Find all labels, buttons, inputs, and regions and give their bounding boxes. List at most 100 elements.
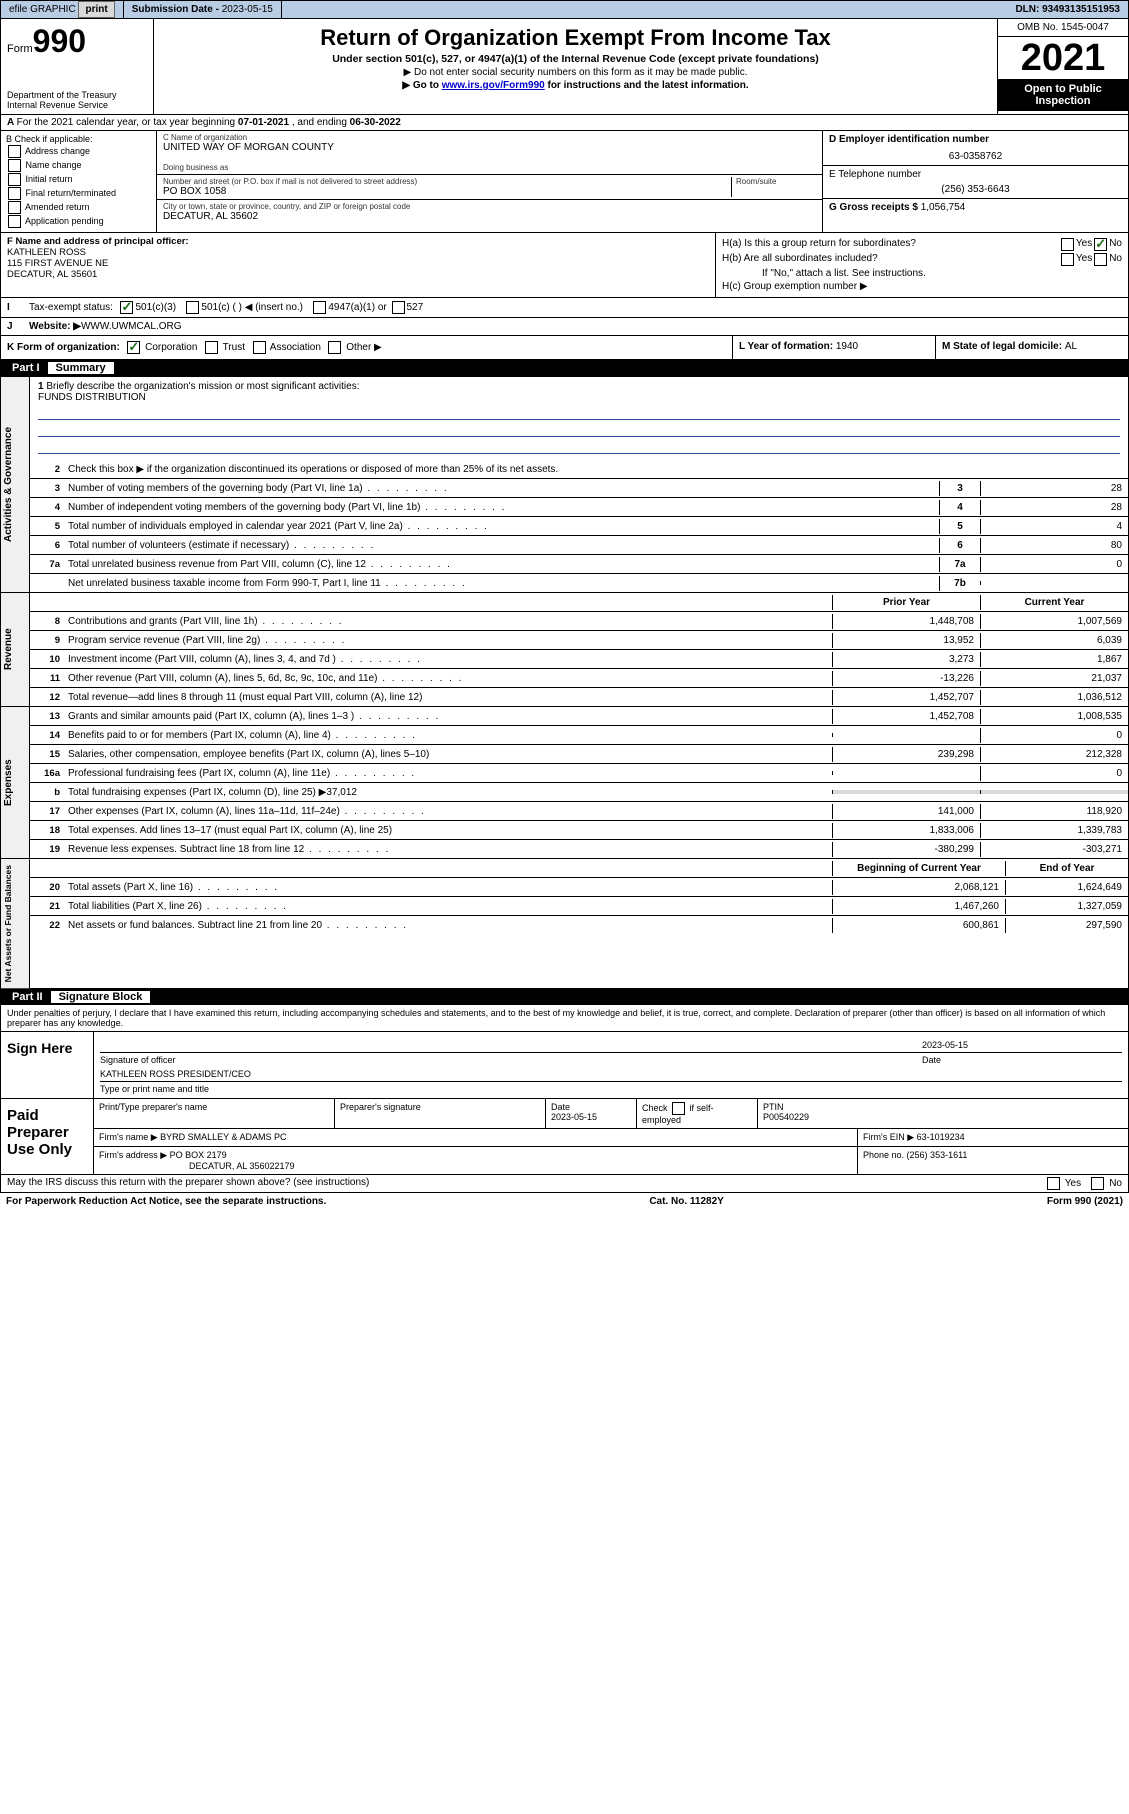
header-sub1: Under section 501(c), 527, or 4947(a)(1)… bbox=[162, 53, 989, 65]
org-street: PO BOX 1058 bbox=[163, 186, 731, 197]
irs-link[interactable]: www.irs.gov/Form990 bbox=[442, 80, 545, 91]
h-prep-date: Date2023-05-15 bbox=[546, 1099, 637, 1128]
chk-address-change[interactable]: Address change bbox=[6, 145, 151, 158]
netassets-body: Net Assets or Fund Balances Beginning of… bbox=[0, 859, 1129, 989]
chk-527[interactable] bbox=[392, 301, 405, 314]
dln-cell: DLN: 93493135151953 bbox=[1007, 1, 1128, 18]
p14 bbox=[832, 733, 980, 737]
p11: -13,226 bbox=[832, 671, 980, 686]
side-netassets: Net Assets or Fund Balances bbox=[1, 859, 30, 988]
website-value: WWW.UWMCAL.ORG bbox=[81, 321, 182, 332]
chk-amended[interactable]: Amended return bbox=[6, 201, 151, 214]
h-prep-name: Print/Type preparer's name bbox=[94, 1099, 335, 1128]
h-ptin: PTINP00540229 bbox=[758, 1099, 1128, 1128]
firm-addr: PO BOX 2179 bbox=[170, 1150, 227, 1160]
org-city: DECATUR, AL 35602 bbox=[163, 211, 816, 222]
discuss-yes[interactable] bbox=[1047, 1177, 1060, 1190]
c8: 1,007,569 bbox=[980, 614, 1128, 629]
col-d-ein-phone: D Employer identification number 63-0358… bbox=[822, 131, 1128, 232]
p13: 1,452,708 bbox=[832, 709, 980, 724]
part1-header: Part I Summary bbox=[0, 360, 1129, 376]
submission-date-cell: Submission Date - 2023-05-15 bbox=[124, 1, 282, 18]
chk-assoc[interactable] bbox=[253, 341, 266, 354]
hb-label: H(b) Are all subordinates included? bbox=[722, 253, 1059, 266]
chk-501c3[interactable] bbox=[120, 301, 133, 314]
chk-name-change[interactable]: Name change bbox=[6, 159, 151, 172]
paid-preparer-table: Print/Type preparer's name Preparer's si… bbox=[94, 1099, 1128, 1174]
cell-org-name: C Name of organization UNITED WAY OF MOR… bbox=[157, 131, 822, 175]
chk-other[interactable] bbox=[328, 341, 341, 354]
omb-number: OMB No. 1545-0047 bbox=[998, 19, 1128, 37]
row-j-website: J Website: ▶ WWW.UWMCAL.ORG bbox=[0, 318, 1129, 336]
hb-no[interactable] bbox=[1094, 253, 1107, 266]
c13: 1,008,535 bbox=[980, 709, 1128, 724]
tax-year: 2021 bbox=[998, 37, 1128, 79]
firm-name: BYRD SMALLEY & ADAMS PC bbox=[160, 1132, 286, 1142]
signature-block: Sign Here 2023-05-15 Signature of office… bbox=[0, 1032, 1129, 1175]
pra-notice: For Paperwork Reduction Act Notice, see … bbox=[6, 1196, 326, 1207]
b-title: B Check if applicable: bbox=[6, 134, 151, 144]
m-state-domicile: M State of legal domicile: AL bbox=[936, 336, 1128, 359]
officer-addr2: DECATUR, AL 35601 bbox=[7, 269, 97, 280]
discuss-row: May the IRS discuss this return with the… bbox=[0, 1175, 1129, 1193]
h-self-employed: Check if self-employed bbox=[637, 1099, 758, 1128]
governance-rows: 1 Briefly describe the organization's mi… bbox=[30, 377, 1128, 592]
officer-name-title: KATHLEEN ROSS PRESIDENT/CEO bbox=[100, 1069, 251, 1079]
cell-gross: G Gross receipts $ 1,056,754 bbox=[823, 199, 1128, 216]
v7b bbox=[980, 581, 1128, 585]
sign-here-fields: 2023-05-15 Signature of officer Date KAT… bbox=[94, 1032, 1128, 1098]
ha-no[interactable] bbox=[1094, 238, 1107, 251]
chk-final-return[interactable]: Final return/terminated bbox=[6, 187, 151, 200]
topbar: efile GRAPHIC print Submission Date - 20… bbox=[0, 0, 1129, 19]
org-name: UNITED WAY OF MORGAN COUNTY bbox=[163, 142, 816, 153]
netassets-rows: Beginning of Current YearEnd of Year 20T… bbox=[30, 859, 1128, 988]
chk-initial-return[interactable]: Initial return bbox=[6, 173, 151, 186]
side-revenue: Revenue bbox=[1, 593, 30, 706]
cell-street: Number and street (or P.O. box if mail i… bbox=[157, 175, 822, 200]
chk-501c[interactable] bbox=[186, 301, 199, 314]
ha-label: H(a) Is this a group return for subordin… bbox=[722, 238, 1059, 251]
firm-phone-cell: Phone no. (256) 353-1611 bbox=[858, 1147, 1128, 1174]
sig-officer-label: Signature of officer bbox=[100, 1055, 922, 1065]
chk-trust[interactable] bbox=[205, 341, 218, 354]
part2-header: Part II Signature Block bbox=[0, 989, 1129, 1005]
sign-here-label: Sign Here bbox=[1, 1032, 94, 1098]
row-i-tax-status: I Tax-exempt status: 501(c)(3) 501(c) ( … bbox=[0, 298, 1129, 318]
hb-yes[interactable] bbox=[1061, 253, 1074, 266]
cell-ein: D Employer identification number 63-0358… bbox=[823, 131, 1128, 166]
c9: 6,039 bbox=[980, 633, 1128, 648]
p8: 1,448,708 bbox=[832, 614, 980, 629]
p10: 3,273 bbox=[832, 652, 980, 667]
chk-app-pending[interactable]: Application pending bbox=[6, 215, 151, 228]
revenue-body: Revenue Prior YearCurrent Year 8Contribu… bbox=[0, 593, 1129, 707]
col-f-officer: F Name and address of principal officer:… bbox=[1, 233, 716, 297]
open-public-badge: Open to Public Inspection bbox=[998, 79, 1128, 111]
firm-ein: 63-1019234 bbox=[917, 1132, 965, 1142]
section-fh: F Name and address of principal officer:… bbox=[0, 233, 1129, 298]
chk-4947[interactable] bbox=[313, 301, 326, 314]
col-h-group: H(a) Is this a group return for subordin… bbox=[716, 233, 1128, 297]
discuss-text: May the IRS discuss this return with the… bbox=[7, 1177, 1045, 1190]
discuss-no[interactable] bbox=[1091, 1177, 1104, 1190]
firm-ein-cell: Firm's EIN ▶ 63-1019234 bbox=[858, 1129, 1128, 1146]
chk-self-employed[interactable] bbox=[672, 1102, 685, 1115]
sig-officer-line[interactable] bbox=[100, 1040, 922, 1050]
paid-preparer-label: Paid Preparer Use Only bbox=[1, 1099, 94, 1174]
expenses-rows: 13Grants and similar amounts paid (Part … bbox=[30, 707, 1128, 858]
col-c-org-info: C Name of organization UNITED WAY OF MOR… bbox=[157, 131, 822, 232]
print-button[interactable]: print bbox=[78, 1, 114, 18]
section-bcd: B Check if applicable: Address change Na… bbox=[0, 131, 1129, 233]
header-sub2: ▶ Do not enter social security numbers o… bbox=[162, 67, 989, 78]
p12: 1,452,707 bbox=[832, 690, 980, 705]
c18: 1,339,783 bbox=[980, 823, 1128, 838]
row-a-tax-year: A For the 2021 calendar year, or tax yea… bbox=[0, 115, 1129, 131]
h-prep-sig: Preparer's signature bbox=[335, 1099, 546, 1128]
form-header: Form990 Department of the Treasury Inter… bbox=[0, 19, 1129, 115]
hc-label: H(c) Group exemption number ▶ bbox=[722, 281, 1122, 292]
sig-date: 2023-05-15 bbox=[922, 1040, 1122, 1050]
chk-corp[interactable] bbox=[127, 341, 140, 354]
ha-yes[interactable] bbox=[1061, 238, 1074, 251]
officer-addr1: 115 FIRST AVENUE NE bbox=[7, 258, 108, 269]
firm-phone: (256) 353-1611 bbox=[907, 1150, 968, 1160]
c17: 118,920 bbox=[980, 804, 1128, 819]
